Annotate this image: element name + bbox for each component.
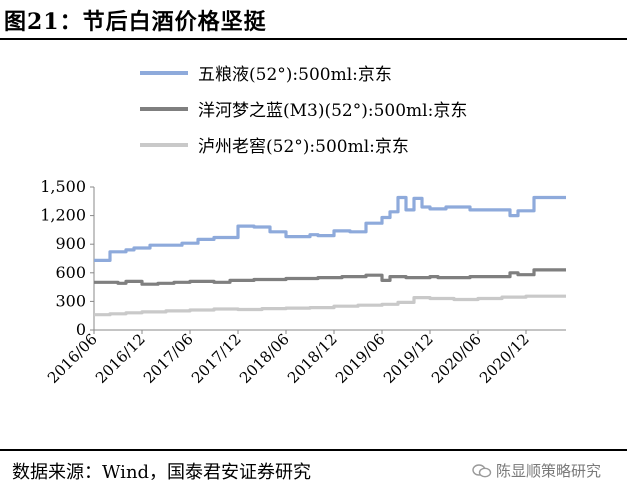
- legend-swatch-yanghe: [140, 107, 188, 111]
- x-tick-label: 2016/06: [44, 330, 101, 387]
- wechat-icon: [472, 463, 492, 478]
- x-tick-label: 2018/06: [236, 330, 293, 387]
- y-tick-label: 0: [76, 320, 86, 339]
- series-line-0: [94, 195, 566, 263]
- x-tick-label: 2018/12: [284, 330, 341, 387]
- footer-divider: [0, 449, 627, 451]
- x-tick-label: 2016/12: [92, 330, 149, 387]
- x-tick-label: 2017/06: [140, 330, 197, 387]
- figure-title: 图21：节后白酒价格坚挺: [4, 9, 267, 35]
- legend-swatch-wuliangye: [140, 71, 188, 75]
- x-tick-label: 2019/12: [380, 330, 437, 387]
- y-tick-label: 1,500: [40, 177, 86, 196]
- figure-title-bar: 图21：节后白酒价格坚挺: [0, 0, 627, 40]
- y-tick-label: 300: [55, 291, 86, 310]
- y-tick-label: 900: [55, 234, 86, 253]
- y-tick-label: 1,200: [40, 206, 86, 225]
- y-tick-label: 600: [55, 263, 86, 282]
- legend-label-yanghe: 洋河梦之蓝(M3)(52°):500ml:京东: [198, 101, 468, 121]
- legend-label-wuliangye: 五粮液(52°):500ml:京东: [198, 65, 392, 85]
- series-line-2: [94, 294, 566, 317]
- x-tick-label: 2019/06: [332, 330, 389, 387]
- source-note: 数据来源：Wind，国泰君安证券研究: [12, 462, 312, 483]
- legend-swatch-luzhou: [140, 143, 188, 147]
- x-tick-labels: 2016/062016/122017/062017/122018/062018/…: [44, 330, 533, 387]
- watermark-text: 陈显顺策略研究: [496, 462, 602, 480]
- y-tick-labels: 0 300 600 900 1,200 1,500: [40, 177, 86, 339]
- chart-series-lines: [94, 195, 566, 317]
- series-line-1: [94, 268, 566, 286]
- x-tick-label: 2020/12: [476, 330, 533, 387]
- x-tick-label: 2017/12: [188, 330, 245, 387]
- x-tick-label: 2020/06: [428, 330, 485, 387]
- legend-label-luzhou: 泸州老窖(52°):500ml:京东: [198, 137, 409, 157]
- chart-axes: [90, 186, 566, 334]
- watermark: 陈显顺策略研究: [472, 460, 601, 481]
